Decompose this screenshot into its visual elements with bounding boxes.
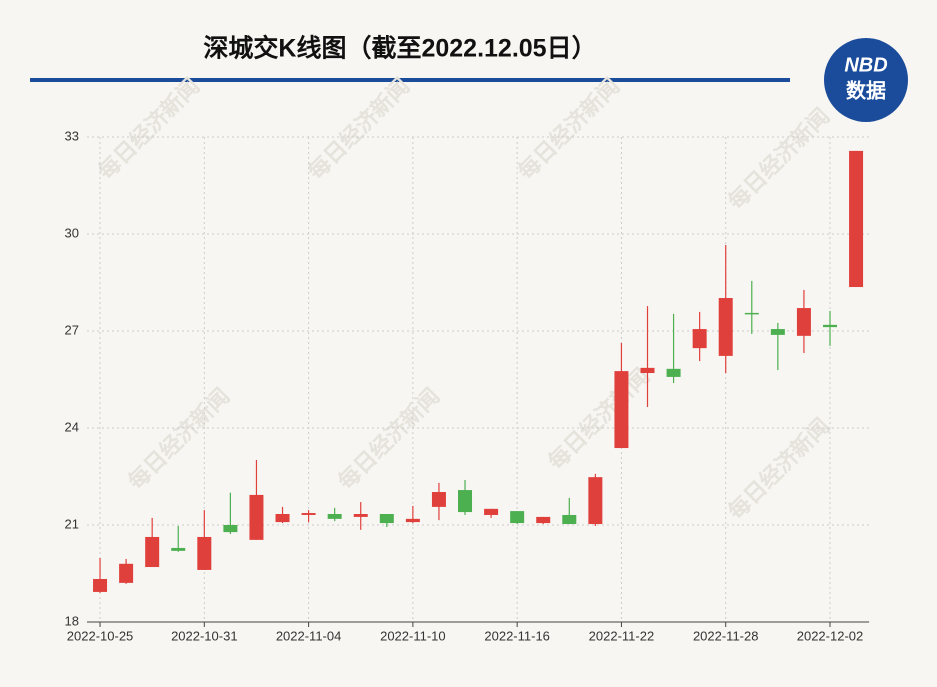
candle-body	[640, 367, 655, 374]
candle-body	[744, 312, 759, 315]
candle-body	[145, 536, 160, 568]
candle-body	[223, 525, 238, 533]
candle-body	[379, 514, 394, 524]
chart-title: 深城交K线图（截至2022.12.05日）	[203, 34, 596, 63]
x-tick-label: 2022-12-02	[797, 628, 864, 643]
candle-body	[796, 308, 811, 336]
candle-body	[197, 536, 212, 570]
candle-body	[353, 514, 368, 517]
logo-circle	[824, 38, 908, 122]
watermark: 每日经济新闻	[123, 383, 234, 494]
watermark: 每日经济新闻	[303, 73, 414, 184]
logo-top: NBD	[844, 54, 887, 76]
x-tick-label: 2022-10-31	[171, 628, 238, 643]
y-tick-label: 18	[65, 613, 79, 628]
candle-body	[327, 514, 342, 519]
watermark: 每日经济新闻	[93, 73, 204, 184]
candle-body	[770, 329, 785, 335]
x-tick-label: 2022-11-28	[693, 628, 759, 643]
candle-body	[666, 368, 681, 377]
watermark: 每日经济新闻	[513, 73, 624, 184]
candle-body	[275, 514, 290, 523]
y-tick-label: 21	[65, 516, 79, 531]
y-tick-label: 30	[65, 225, 79, 240]
candle-body	[458, 490, 473, 513]
y-tick-label: 24	[65, 419, 79, 434]
candle-body	[588, 477, 603, 525]
y-tick-label: 27	[65, 322, 79, 337]
y-tick-label: 33	[65, 128, 79, 143]
watermark: 每日经济新闻	[723, 413, 834, 524]
candle-body	[249, 494, 264, 540]
candle-body	[562, 514, 577, 525]
watermark: 每日经济新闻	[333, 383, 444, 494]
candle-body	[119, 563, 134, 583]
x-tick-label: 2022-11-10	[380, 628, 446, 643]
candle-body	[510, 511, 525, 524]
x-tick-label: 2022-11-16	[484, 628, 550, 643]
candle-body	[301, 513, 316, 515]
x-tick-label: 2022-11-04	[276, 628, 342, 643]
candle-body	[536, 516, 551, 524]
candle-body	[718, 298, 733, 356]
title-underline	[30, 78, 790, 82]
candle-body	[405, 518, 420, 523]
candle-body	[171, 547, 186, 551]
candle-body	[614, 371, 629, 449]
x-tick-label: 2022-10-25	[67, 628, 134, 643]
candle-body	[431, 492, 446, 507]
x-tick-label: 2022-11-22	[589, 628, 655, 643]
candle-body	[822, 324, 837, 328]
watermark: 每日经济新闻	[543, 363, 654, 474]
logo-bottom: 数据	[846, 78, 886, 102]
candle-body	[849, 150, 864, 288]
candle-body	[692, 329, 707, 349]
candle-body	[484, 508, 499, 515]
watermark: 每日经济新闻	[723, 103, 834, 214]
candle-body	[93, 578, 108, 592]
